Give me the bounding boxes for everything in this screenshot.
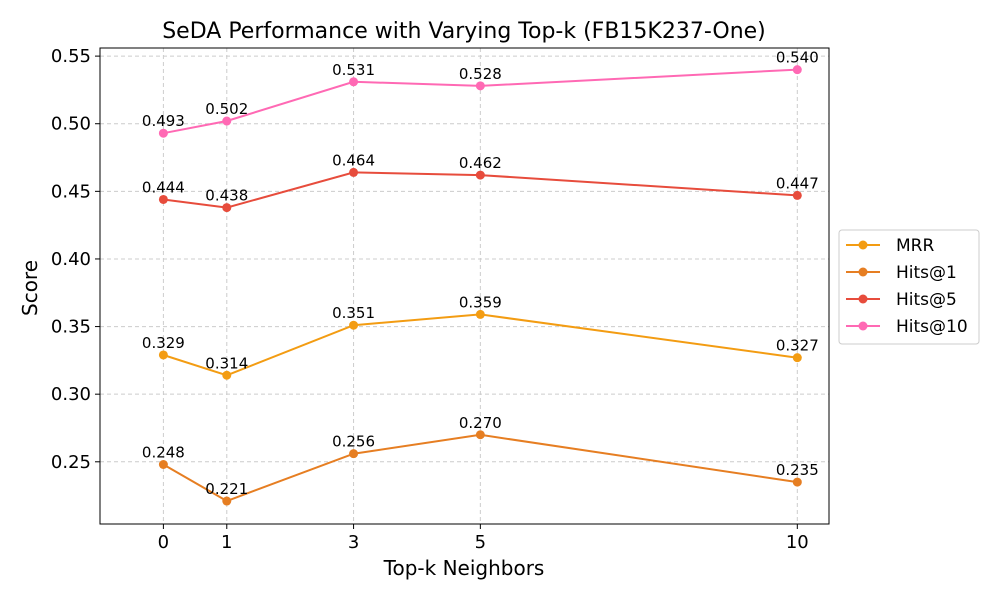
- series-hits-10: 0.493 0.502 0.531 0.528 0.540: [142, 49, 819, 138]
- legend-item: Hits@5: [846, 290, 957, 310]
- y-axis-label: Score: [18, 260, 42, 316]
- data-label: 0.351: [332, 304, 375, 322]
- data-label: 0.248: [142, 444, 185, 462]
- data-point: [792, 65, 802, 75]
- chart-title: SeDA Performance with Varying Top-k (FB1…: [162, 19, 766, 44]
- data-label: 0.235: [776, 461, 819, 479]
- data-point: [349, 449, 359, 459]
- grid-lines: [100, 48, 829, 524]
- data-label: 0.329: [142, 334, 185, 352]
- legend-point-marker: [858, 240, 868, 250]
- data-point: [222, 496, 232, 506]
- y-tick-label: 0.40: [51, 249, 91, 270]
- y-tick-label: 0.50: [51, 114, 91, 135]
- data-label: 0.464: [332, 151, 375, 169]
- legend-label: Hits@10: [896, 317, 968, 337]
- x-axis-label: Top-k Neighbors: [383, 556, 545, 580]
- data-label: 0.528: [459, 65, 502, 83]
- x-tick-label: 0: [158, 532, 169, 553]
- y-tick-label: 0.25: [51, 452, 91, 473]
- data-label: 0.314: [205, 354, 248, 372]
- y-tick-label: 0.55: [51, 46, 91, 67]
- data-point: [158, 128, 168, 138]
- data-point: [475, 81, 485, 91]
- data-point: [792, 353, 802, 363]
- data-point: [475, 309, 485, 319]
- legend: MRR Hits@1 Hits@5 Hits@10: [838, 229, 980, 345]
- data-point: [158, 194, 168, 204]
- data-label: 0.359: [459, 293, 502, 311]
- series-hits-1: 0.248 0.221 0.256 0.270 0.235: [142, 414, 819, 506]
- series-hits-5: 0.444 0.438 0.464 0.462 0.447: [142, 151, 819, 213]
- data-label: 0.270: [459, 414, 502, 432]
- data-label: 0.540: [776, 49, 819, 67]
- data-label: 0.256: [332, 433, 375, 451]
- y-tick-label: 0.30: [51, 384, 91, 405]
- data-point: [349, 320, 359, 330]
- data-label: 0.502: [205, 100, 248, 118]
- legend-point-marker: [858, 267, 868, 277]
- x-tick-label: 3: [348, 532, 359, 553]
- data-label: 0.221: [205, 480, 248, 498]
- x-tick-label: 10: [786, 532, 809, 553]
- legend-label: Hits@5: [896, 290, 957, 310]
- data-point: [475, 170, 485, 180]
- x-tick-label: 1: [221, 532, 232, 553]
- data-point: [349, 77, 359, 87]
- data-point: [475, 430, 485, 440]
- y-tick-label: 0.35: [51, 317, 91, 338]
- data-label: 0.493: [142, 112, 185, 130]
- data-point: [222, 370, 232, 380]
- data-point: [222, 116, 232, 126]
- y-tick-label: 0.45: [51, 181, 91, 202]
- plot-frame: [99, 47, 830, 525]
- legend-box: [838, 229, 980, 345]
- series-group: 0.329 0.314 0.351 0.359 0.327 0.248 0.221 0.256…: [142, 49, 819, 506]
- data-label: 0.447: [776, 174, 819, 192]
- data-point: [349, 167, 359, 177]
- legend-label: Hits@1: [896, 263, 957, 283]
- data-label: 0.444: [142, 178, 185, 196]
- data-point: [158, 350, 168, 360]
- data-point: [792, 190, 802, 200]
- data-label: 0.327: [776, 337, 819, 355]
- data-point: [158, 460, 168, 469]
- legend-item: Hits@10: [846, 317, 968, 337]
- legend-item: Hits@1: [846, 263, 957, 283]
- legend-item: MRR: [846, 236, 934, 256]
- data-point: [792, 477, 802, 487]
- data-label: 0.438: [205, 187, 248, 205]
- data-point: [222, 203, 232, 213]
- x-tick-label: 5: [475, 532, 486, 553]
- legend-point-marker: [858, 294, 868, 304]
- data-label: 0.531: [332, 61, 375, 79]
- legend-point-marker: [858, 321, 868, 331]
- legend-label: MRR: [896, 236, 934, 256]
- data-label: 0.462: [459, 154, 502, 172]
- series-mrr: 0.329 0.314 0.351 0.359 0.327: [142, 293, 819, 380]
- axis-ticks: 0 1 3 5 10 0.25 0.30 0.35 0.40 0.45 0.50 0.55: [51, 46, 809, 553]
